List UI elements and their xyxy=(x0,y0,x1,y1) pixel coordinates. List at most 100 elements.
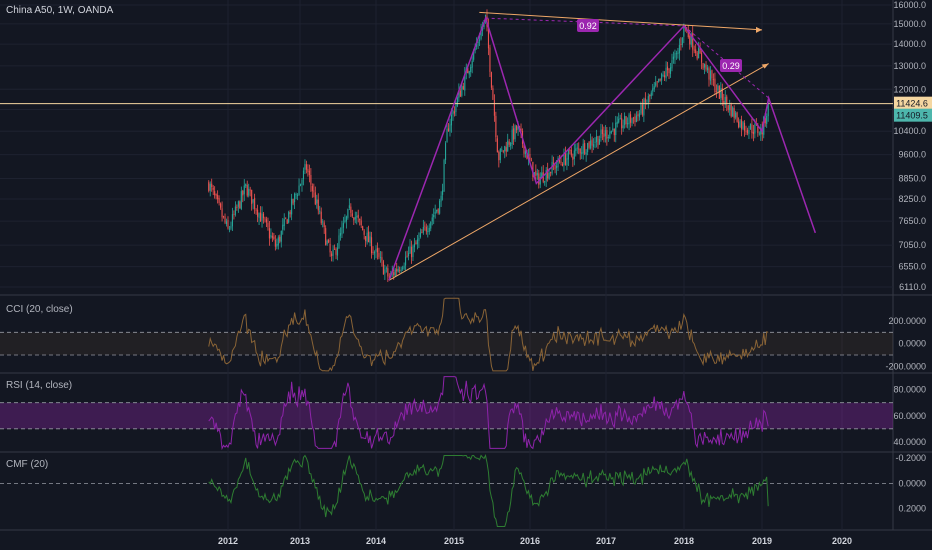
zigzag-pattern xyxy=(388,15,817,281)
candle-body xyxy=(622,125,624,129)
cmf-label: CMF (20) xyxy=(6,459,49,470)
candle-body xyxy=(724,97,726,105)
candle-body xyxy=(523,143,525,154)
candle-body xyxy=(551,161,553,174)
candle-body xyxy=(387,268,389,277)
candle-body xyxy=(659,78,661,81)
candle-body xyxy=(279,236,281,242)
candle-body xyxy=(701,52,703,63)
candle-body xyxy=(746,129,749,134)
candle-body xyxy=(462,85,464,90)
candle-body xyxy=(366,232,368,243)
candle-body xyxy=(396,269,398,272)
candle-body xyxy=(692,33,694,50)
candle-body xyxy=(544,181,546,183)
candle-body xyxy=(643,99,645,116)
candle-body xyxy=(283,218,285,227)
candle-body xyxy=(616,121,618,124)
candle-body xyxy=(477,42,479,43)
candle-body xyxy=(524,150,527,155)
candle-body xyxy=(556,165,558,169)
candle-body xyxy=(560,161,562,163)
candle-body xyxy=(726,96,728,104)
candle-body xyxy=(338,235,340,249)
candle-body xyxy=(690,33,692,45)
candle-body xyxy=(693,49,695,51)
candle-body xyxy=(711,70,713,79)
candle-body xyxy=(234,206,236,215)
candle-body xyxy=(610,130,612,133)
date-tick-label: 2019 xyxy=(752,536,772,546)
ratio-label-right-box xyxy=(720,59,742,72)
candle-body xyxy=(376,247,379,253)
cmf-tick-label: 0.2000 xyxy=(898,504,926,514)
candle-body xyxy=(305,164,307,170)
candle-body xyxy=(730,104,732,117)
candle-body xyxy=(561,163,564,167)
candle-body xyxy=(612,128,614,131)
candle-body xyxy=(752,131,754,135)
rsi-band xyxy=(0,402,893,429)
candle-body xyxy=(328,240,330,243)
cci-line xyxy=(208,297,769,372)
cci-tick-label: 0.0000 xyxy=(898,339,926,349)
candle-body xyxy=(538,173,540,185)
cci-tick-label: -200.0000 xyxy=(885,361,926,371)
candle-body xyxy=(271,236,273,238)
candle-body xyxy=(285,217,287,219)
candle-body xyxy=(304,164,306,170)
candle-body xyxy=(588,141,590,148)
candle-body xyxy=(428,227,430,232)
candle-body xyxy=(489,47,491,72)
candle-body xyxy=(476,43,478,47)
candle-body xyxy=(378,252,380,257)
candle-body xyxy=(445,143,447,161)
previous-price-tag-bg xyxy=(894,108,932,122)
candle-body xyxy=(310,175,312,185)
candle-body xyxy=(566,158,568,166)
candle-body xyxy=(393,272,395,276)
candle-body xyxy=(749,123,751,130)
candle-body xyxy=(517,126,519,130)
candle-body xyxy=(757,125,759,134)
candle-body xyxy=(618,118,620,123)
price-tick-label: 7050.0 xyxy=(898,240,926,250)
candle-body xyxy=(394,269,396,277)
candle-body xyxy=(709,70,712,81)
candle-body xyxy=(644,98,646,103)
candle-body xyxy=(408,253,410,256)
price-tick-label: 9600.0 xyxy=(898,150,926,160)
candle-body xyxy=(664,75,666,78)
candle-body xyxy=(307,169,309,172)
candle-body xyxy=(416,239,418,245)
candle-body xyxy=(220,203,222,208)
candle-body xyxy=(422,227,424,233)
previous-price-tag: 11409.5 xyxy=(896,111,928,121)
candle-body xyxy=(504,146,506,152)
candle-body xyxy=(508,141,510,145)
candle-body xyxy=(468,71,470,75)
candle-body xyxy=(405,256,407,266)
candle-body xyxy=(754,124,756,134)
candle-body xyxy=(591,139,593,146)
candle-body xyxy=(302,170,305,180)
candle-body xyxy=(766,115,768,124)
candle-body xyxy=(548,172,550,180)
price-tick-label: 10400.0 xyxy=(893,126,926,136)
candle-body xyxy=(587,143,589,153)
candle-body xyxy=(319,210,321,212)
candle-body xyxy=(339,233,342,236)
candle-body xyxy=(288,212,290,223)
candle-body xyxy=(624,115,626,125)
candle-body xyxy=(265,219,268,223)
candle-body xyxy=(368,231,370,243)
candle-body xyxy=(667,66,669,71)
candle-body xyxy=(434,211,436,214)
candle-body xyxy=(625,116,627,125)
candle-body xyxy=(261,213,263,221)
candle-body xyxy=(615,122,617,136)
candle-body xyxy=(282,224,284,230)
indicator-lines xyxy=(0,297,893,527)
candle-body xyxy=(520,128,522,132)
